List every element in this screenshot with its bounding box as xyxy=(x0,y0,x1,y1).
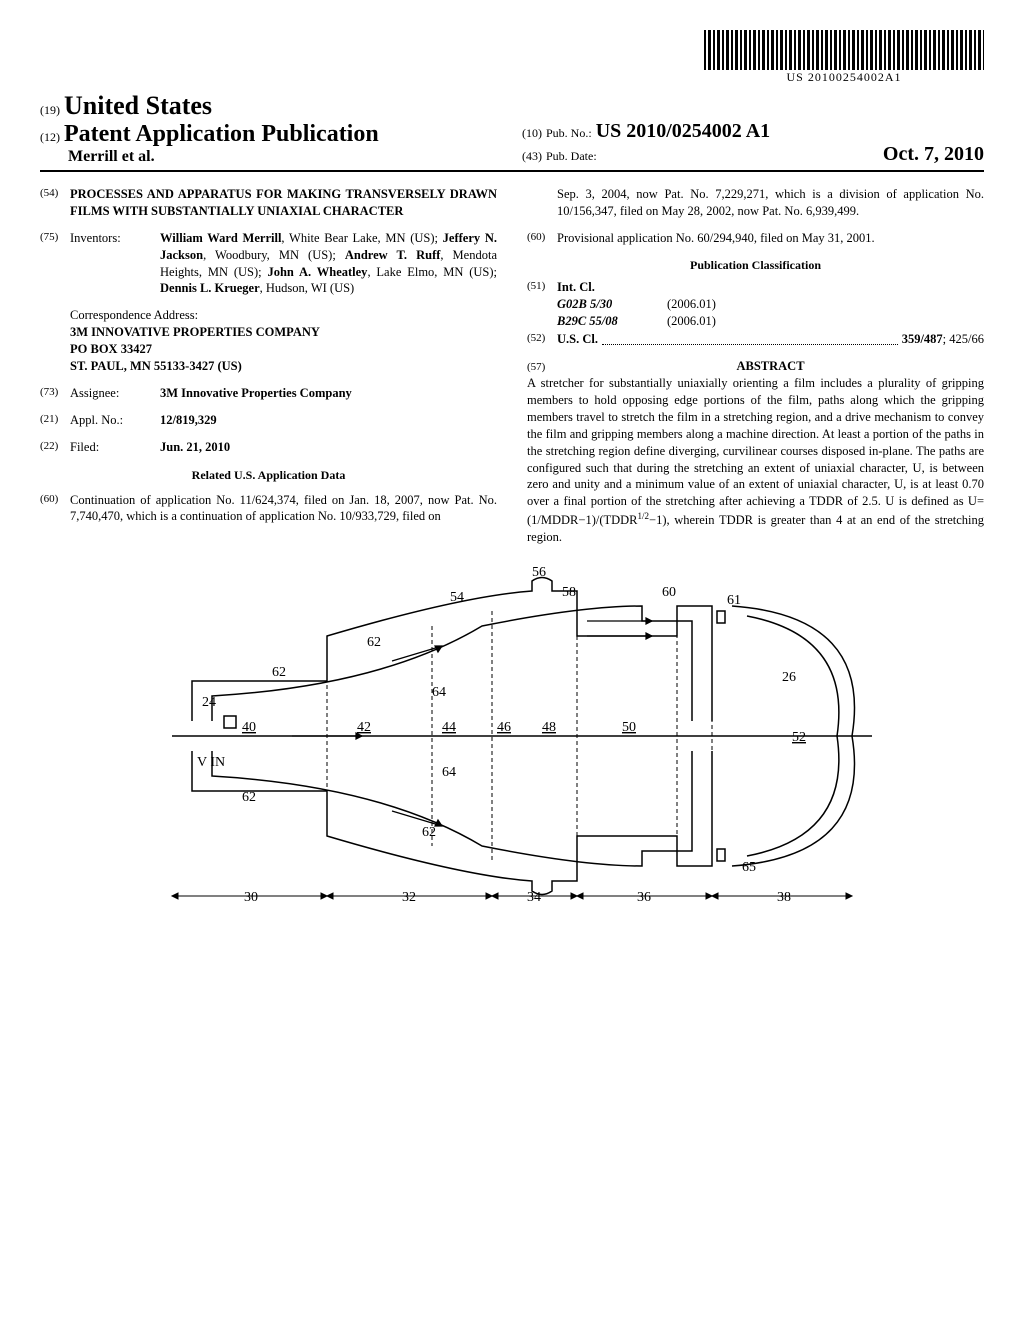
pub-classification-title: Publication Classification xyxy=(527,257,984,273)
pubno-label: Pub. No.: xyxy=(546,126,592,140)
correspondence-line2: PO BOX 33427 xyxy=(70,341,497,358)
fig-label-26: 26 xyxy=(782,670,796,685)
fig-label-42: 42 xyxy=(357,720,371,735)
field-57-num: (57) xyxy=(527,360,557,375)
prefix-10: (10) xyxy=(522,126,542,140)
header: (19) United States (12) Patent Applicati… xyxy=(40,91,984,172)
header-right: (10) Pub. No.: US 2010/0254002 A1 (43) P… xyxy=(502,120,984,166)
fig-label-vin: V IN xyxy=(197,755,225,770)
abstract-label: ABSTRACT xyxy=(557,358,984,375)
inventors-text: William Ward Merrill, White Bear Lake, M… xyxy=(160,230,497,298)
correspondence-line3: ST. PAUL, MN 55133-3427 (US) xyxy=(70,358,497,375)
field-75-label: Inventors: xyxy=(70,230,160,298)
fig-label-48: 48 xyxy=(542,720,556,735)
intcl-1-code: G02B 5/30 xyxy=(557,296,667,313)
fig-label-62b: 62 xyxy=(367,635,381,650)
fig-label-46: 46 xyxy=(497,720,511,735)
field-22: (22) Filed: Jun. 21, 2010 xyxy=(40,439,497,456)
fig-label-32: 32 xyxy=(402,890,416,905)
field-73: (73) Assignee: 3M Innovative Properties … xyxy=(40,385,497,402)
fig-label-40: 40 xyxy=(242,720,256,735)
fig-label-30: 30 xyxy=(244,890,258,905)
fig-label-61: 61 xyxy=(727,593,741,608)
fig-label-36: 36 xyxy=(637,890,651,905)
field-21-num: (21) xyxy=(40,412,70,429)
figure-svg: 24 26 30 32 34 36 38 40 42 44 46 48 50 5… xyxy=(132,566,892,906)
field-75-num: (75) xyxy=(40,230,70,298)
field-21: (21) Appl. No.: 12/819,329 xyxy=(40,412,497,429)
field-75: (75) Inventors: William Ward Merrill, Wh… xyxy=(40,230,497,298)
uscl-label: U.S. Cl. xyxy=(557,331,598,348)
related-text-1: Continuation of application No. 11/624,3… xyxy=(70,492,497,526)
fig-label-62c: 62 xyxy=(242,790,256,805)
intcl-2-date: (2006.01) xyxy=(667,313,716,330)
barcode: US 20100254002A1 xyxy=(704,30,984,85)
authors-line: Merrill et al. xyxy=(40,148,502,166)
field-73-label: Assignee: xyxy=(70,385,160,402)
intcl-1-date: (2006.01) xyxy=(667,296,716,313)
field-22-label: Filed: xyxy=(70,439,160,456)
fig-label-58: 58 xyxy=(562,585,576,600)
uscl-codes: 359/487; 425/66 xyxy=(902,331,984,348)
country: United States xyxy=(64,91,212,120)
fig-label-50: 50 xyxy=(622,720,636,735)
intcl-label: Int. Cl. xyxy=(557,279,984,296)
fig-label-38: 38 xyxy=(777,890,791,905)
intcl-2-code: B29C 55/08 xyxy=(557,313,667,330)
field-51: (51) Int. Cl. G02B 5/30 (2006.01) B29C 5… xyxy=(527,279,984,330)
fig-label-44: 44 xyxy=(442,720,456,735)
field-54: (54) PROCESSES AND APPARATUS FOR MAKING … xyxy=(40,186,497,220)
provisional-text: Provisional application No. 60/294,940, … xyxy=(557,230,984,247)
barcode-block: US 20100254002A1 xyxy=(40,30,984,86)
prefix-19: (19) xyxy=(40,103,60,117)
invention-title: PROCESSES AND APPARATUS FOR MAKING TRANS… xyxy=(70,186,497,220)
fig-label-34: 34 xyxy=(527,890,541,905)
field-51-num: (51) xyxy=(527,279,557,330)
assignee-text: 3M Innovative Properties Company xyxy=(160,385,497,402)
fig-label-62d: 62 xyxy=(422,825,436,840)
field-52: (52) U.S. Cl. 359/487; 425/66 xyxy=(527,331,984,348)
prefix-12: (12) xyxy=(40,130,60,144)
field-54-num: (54) xyxy=(40,186,70,220)
fig-label-64a: 64 xyxy=(432,685,446,700)
field-60b: (60) Provisional application No. 60/294,… xyxy=(527,230,984,247)
header-left: (19) United States (12) Patent Applicati… xyxy=(40,91,502,166)
filed-date: Jun. 21, 2010 xyxy=(160,439,497,456)
field-60b-num: (60) xyxy=(527,230,557,247)
fig-label-24: 24 xyxy=(202,695,216,710)
pubdate: Oct. 7, 2010 xyxy=(883,143,984,166)
field-21-label: Appl. No.: xyxy=(70,412,160,429)
dotfill xyxy=(602,344,898,345)
publication-type: Patent Application Publication xyxy=(64,121,379,147)
related-data-title: Related U.S. Application Data xyxy=(40,467,497,483)
body-columns: (54) PROCESSES AND APPARATUS FOR MAKING … xyxy=(40,186,984,546)
field-22-num: (22) xyxy=(40,439,70,456)
related-text-continued: Sep. 3, 2004, now Pat. No. 7,229,271, wh… xyxy=(557,186,984,220)
correspondence-line1: 3M INNOVATIVE PROPERTIES COMPANY xyxy=(70,324,497,341)
right-column: Sep. 3, 2004, now Pat. No. 7,229,271, wh… xyxy=(527,186,984,546)
correspondence: Correspondence Address: 3M INNOVATIVE PR… xyxy=(70,307,497,375)
fig-label-56: 56 xyxy=(532,566,546,580)
field-73-num: (73) xyxy=(40,385,70,402)
fig-label-65: 65 xyxy=(742,860,756,875)
pubdate-label: Pub. Date: xyxy=(546,149,597,163)
barcode-lines xyxy=(704,30,984,70)
field-60-num: (60) xyxy=(40,492,70,526)
abstract-text: A stretcher for substantially uniaxially… xyxy=(527,375,984,546)
fig-label-54: 54 xyxy=(450,590,464,605)
left-column: (54) PROCESSES AND APPARATUS FOR MAKING … xyxy=(40,186,497,546)
fig-label-64b: 64 xyxy=(442,765,456,780)
fig-label-60: 60 xyxy=(662,585,676,600)
figure: 24 26 30 32 34 36 38 40 42 44 46 48 50 5… xyxy=(40,566,984,911)
correspondence-label: Correspondence Address: xyxy=(70,307,497,324)
field-52-num: (52) xyxy=(527,331,557,348)
field-60: (60) Continuation of application No. 11/… xyxy=(40,492,497,526)
appl-no: 12/819,329 xyxy=(160,412,497,429)
pubno: US 2010/0254002 A1 xyxy=(596,120,770,142)
prefix-43: (43) xyxy=(522,149,542,163)
fig-label-52: 52 xyxy=(792,730,806,745)
barcode-text: US 20100254002A1 xyxy=(704,70,984,85)
fig-label-62a: 62 xyxy=(272,665,286,680)
